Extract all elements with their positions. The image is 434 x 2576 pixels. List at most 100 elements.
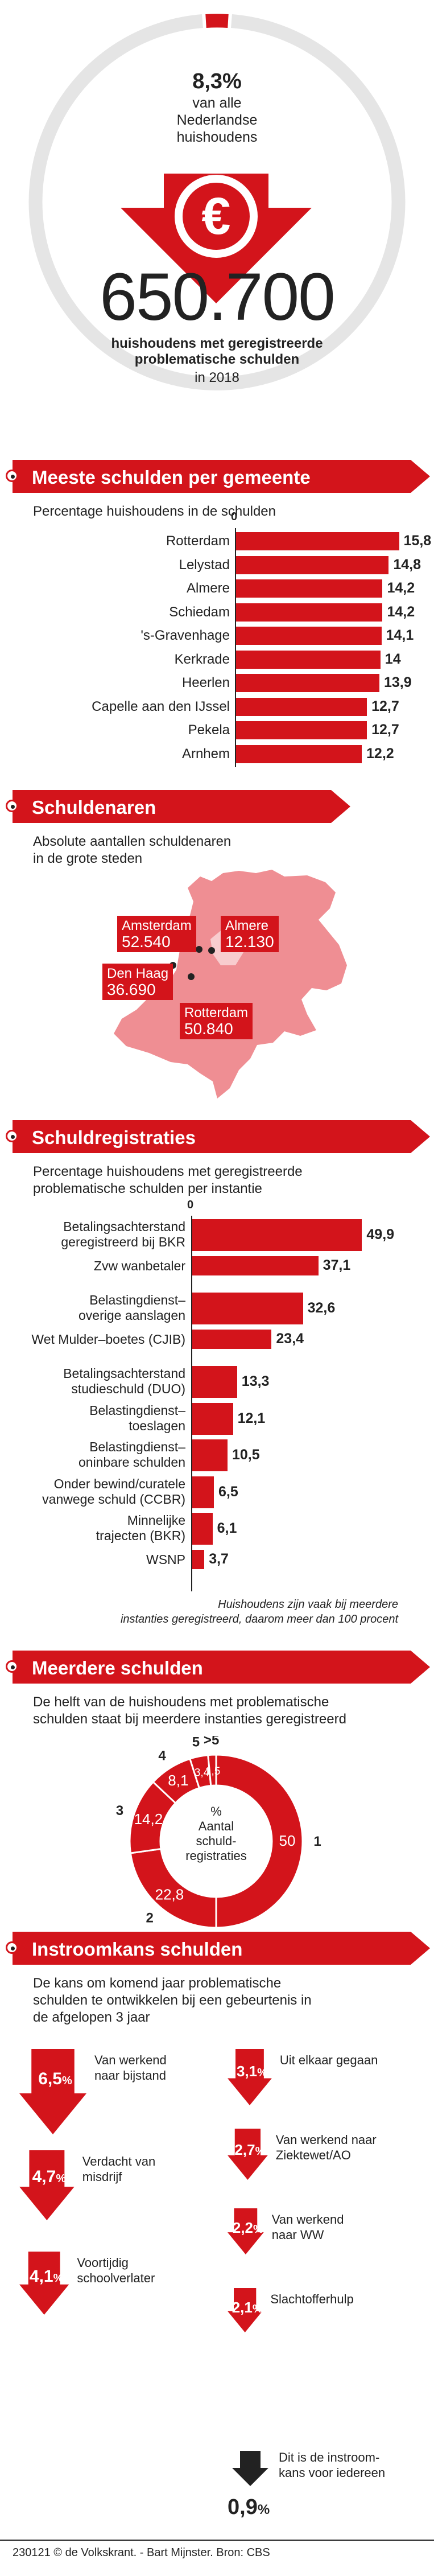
bar-label: Minnelijke trajecten (BKR) [96, 1513, 185, 1543]
slice-value: 22,8 [155, 1886, 184, 1903]
section-subtitle: Percentage huishoudens in de schulden [33, 504, 276, 519]
instroom-value: 3,1% [236, 2062, 267, 2080]
down-arrow-icon [19, 2150, 75, 2220]
bar-value: 14,2 [387, 603, 415, 620]
axis-zero-label: 0 [231, 511, 238, 523]
baseline-label: Dit is de instroom- kans voor iedereen [279, 2450, 386, 2480]
bar-value: 32,6 [307, 1300, 336, 1316]
axis-zero-label: 0 [187, 1199, 194, 1211]
bar-label: Almere [186, 581, 230, 596]
bar-label: Onder bewind/curatele vanwege schuld (CCB… [42, 1476, 185, 1507]
bar-label: Arnhem [181, 746, 230, 762]
bar-value: 12,1 [237, 1410, 266, 1426]
city-rotterdam: Rotterdam 50.840 [180, 1003, 253, 1039]
city-den-haag: Den Haag 36.690 [102, 964, 173, 1000]
bar-value: 12,7 [371, 722, 399, 738]
bar-value: 6,5 [218, 1483, 238, 1500]
section-title: Instroomkans schulden [32, 1939, 243, 1960]
bar-value: 49,9 [366, 1227, 395, 1242]
bar [192, 1329, 272, 1349]
big-number-caption: huishoudens met geregistreerde problemat… [111, 336, 323, 367]
bar-value: 37,1 [323, 1257, 351, 1273]
bar-value: 14,2 [387, 580, 415, 596]
section-header-instroomkans: Instroomkans schulden [6, 1932, 430, 1965]
down-arrow-icon [228, 2129, 268, 2180]
city-almere: Almere 12.130 [221, 916, 279, 952]
instroom-label: Van werkend naar bijstand [94, 2053, 167, 2083]
section-subtitle: Percentage huishoudens met geregistreerd… [33, 1164, 303, 1196]
slice-category: 2 [146, 1910, 153, 1925]
bar [235, 579, 383, 598]
bar-label: Betalingsachterstand geregistreerd bij BK… [61, 1219, 185, 1249]
slice-category: >5 [204, 1736, 219, 1748]
bar-value: 15,8 [403, 533, 432, 549]
down-arrow-icon [19, 2049, 86, 2134]
bullet-icon [6, 470, 18, 482]
slice-value: 8,1 [168, 1772, 188, 1789]
slice-value: 1,5 [205, 1766, 220, 1777]
instroom-label: Uit elkaar gegaan [279, 2053, 378, 2067]
instroom-label: Van werkend naar WW [271, 2212, 344, 2242]
bar-label: Schiedam [169, 604, 230, 620]
baseline-value: 0,9% [228, 2495, 270, 2519]
axis-line [235, 528, 236, 767]
instroom-label: Voortijdig schoolverlater [77, 2256, 155, 2285]
footnote: Huishoudens zijn vaak bij meerdere insta… [120, 1598, 398, 1626]
bar-label: Capelle aan den IJssel [92, 698, 230, 714]
bar-label: 's-Gravenhage [140, 628, 230, 643]
bar [235, 603, 383, 622]
bar-label: Rotterdam [166, 533, 230, 549]
section-title: Meerdere schulden [32, 1657, 203, 1678]
instroom-value: 2,1% [232, 2298, 263, 2316]
slice-value: 50 [279, 1832, 296, 1849]
section-subtitle: Absolute aantallen schuldenaren in de gr… [33, 834, 232, 866]
slice-category: 3 [116, 1803, 123, 1818]
bar [192, 1293, 303, 1324]
section-title: Schuldregistraties [32, 1127, 196, 1148]
bar [235, 555, 389, 574]
bar-value: 12,7 [371, 698, 399, 714]
bar-label: Betalingsachterstand studieschuld (DUO) [63, 1366, 185, 1396]
euro-icon: € [201, 187, 231, 245]
section-header-schuldenaren: Schuldenaren [6, 790, 350, 823]
section-subtitle: De helft van de huishoudens met problema… [33, 1694, 346, 1727]
bar-label: Belastingdienst– oninbare schulden [78, 1439, 185, 1470]
bar [235, 627, 382, 645]
euro-arrow [121, 174, 312, 303]
bar-label: Belastingdienst– overige aanslagen [78, 1293, 185, 1323]
bar-value: 14 [385, 651, 401, 667]
donut-chart: 50 1 22,82 14,2 3 8,14 3,4 5 1,5 >5 [116, 1736, 321, 1929]
bar-value: 10,5 [232, 1447, 260, 1463]
section-subtitle: De kans om komend jaar problematische sc… [33, 1976, 312, 2025]
household-percent: 8,3% [192, 69, 242, 93]
big-number: 650.700 [100, 260, 336, 335]
bar [192, 1366, 237, 1398]
bar [192, 1476, 214, 1508]
instroom-label: Verdacht van misdrijf [82, 2154, 156, 2184]
instroom-value: 4,7% [32, 2167, 67, 2186]
bar [235, 650, 381, 669]
bar-value: 23,4 [276, 1330, 304, 1347]
footer-text: 230121 © de Volkskrant. - Bart Mijnster.… [13, 2546, 270, 2559]
slice-category: 4 [158, 1748, 166, 1763]
down-arrow-icon [19, 2252, 69, 2315]
donut-slice [215, 1754, 304, 1929]
bar-value: 13,3 [241, 1373, 270, 1389]
baseline-arrow [232, 2451, 268, 2486]
bullet-icon [6, 1660, 18, 1673]
bar-value: 3,7 [209, 1550, 229, 1567]
instroom-value: 6,5% [38, 2069, 72, 2088]
down-arrow-icon [228, 2049, 272, 2105]
percent-subtitle: van alle Nederlandse huishoudens [176, 95, 258, 145]
instroom-label: Van werkend naar Ziektewet/AO [275, 2133, 377, 2162]
footer-credits [0, 2540, 434, 2541]
instroom-value: 2,7% [234, 2141, 266, 2158]
bar [235, 744, 362, 763]
bar [192, 1439, 228, 1471]
down-arrow-icon [228, 2288, 263, 2332]
bullet-icon [6, 1130, 18, 1142]
bullet-icon [6, 800, 18, 812]
donut-slice [207, 1754, 217, 1787]
bar-label: Zvw wanbetaler [93, 1258, 185, 1273]
bar [235, 721, 367, 739]
